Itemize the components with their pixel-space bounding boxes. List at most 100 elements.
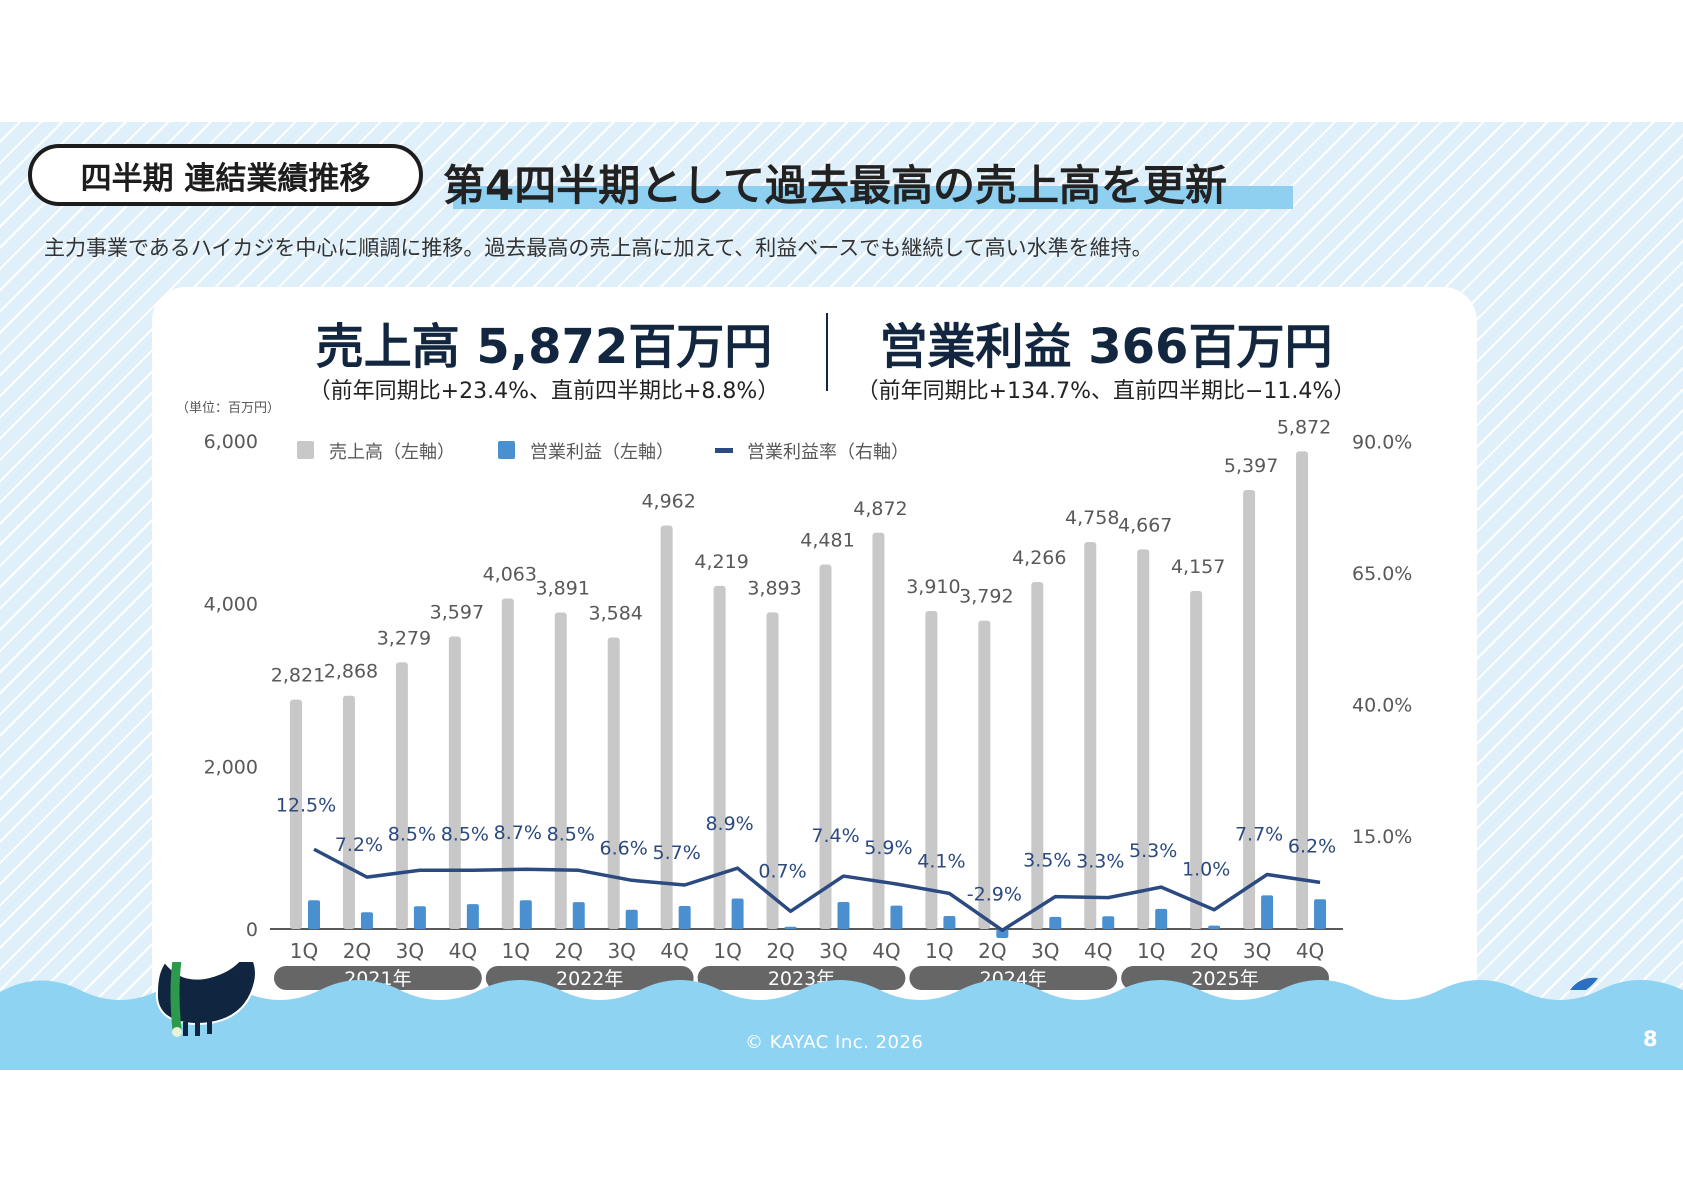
y2-axis-tick: 40.0% <box>1352 695 1412 717</box>
y-axis-tick: 4,000 <box>204 594 258 616</box>
headline-highlight <box>453 186 1293 209</box>
op-profit-bar <box>360 912 373 929</box>
op-margin-label: 8.7% <box>494 822 542 844</box>
sales-bar <box>925 610 938 929</box>
legend-label: 売上高（左軸） <box>329 442 455 463</box>
year-label: 2025年 <box>1191 968 1258 990</box>
op-profit-bar <box>572 902 585 929</box>
sales-bar <box>713 585 726 929</box>
op-margin-label: 7.7% <box>1235 823 1283 845</box>
quarter-label: 1Q <box>1137 939 1165 963</box>
y-axis-tick: 0 <box>246 919 258 941</box>
legend-swatch <box>715 448 733 453</box>
wave-shape <box>0 980 1683 1070</box>
chart-legend: 売上高（左軸） 営業利益（左軸） 営業利益率（右軸） <box>297 441 909 463</box>
quarter-label: 3Q <box>1031 939 1059 963</box>
sales-bar <box>1084 542 1097 929</box>
sales-bar <box>1031 582 1044 929</box>
op-profit-bar <box>890 905 903 929</box>
sales-value-label: 2,868 <box>324 661 378 683</box>
quarter-label: 4Q <box>1084 939 1112 963</box>
sales-bar <box>819 564 832 929</box>
op-margin-label: 5.3% <box>1129 840 1177 862</box>
quarter-label: 3Q <box>607 939 635 963</box>
op-margin-line <box>313 847 1321 933</box>
op-profit-bar <box>1049 916 1062 929</box>
op-profit-bar <box>731 898 744 929</box>
op-profit-bar <box>784 926 797 929</box>
op-profit-bar <box>1208 925 1221 929</box>
legend-swatch <box>498 441 515 459</box>
sales-value-label: 4,962 <box>641 490 695 512</box>
quarter-label: 2Q <box>343 939 371 963</box>
quarter-label: 2Q <box>766 939 794 963</box>
y2-axis-tick: 15.0% <box>1352 826 1412 848</box>
sales-value-label: 4,266 <box>1012 547 1066 569</box>
op-margin-label: 3.5% <box>1023 850 1071 872</box>
sales-value-label: 3,891 <box>536 578 590 600</box>
footer-waves <box>0 962 1683 1070</box>
section-label-pill: 四半期 連結業績推移 <box>28 144 423 206</box>
sales-value-label: 4,758 <box>1065 507 1119 529</box>
legend-label: 営業利益率（右軸） <box>747 442 909 463</box>
sales-value-label: 3,597 <box>430 601 484 623</box>
sales-bar <box>1296 451 1309 929</box>
mascot-icon <box>155 962 257 1037</box>
op-profit-bar <box>943 915 956 929</box>
op-profit-bar <box>1314 899 1327 929</box>
kpi-operating-profit: 営業利益 366百万円 （前年同期比+134.7%、直前四半期比−11.4%） <box>836 307 1376 405</box>
slide: 四半期 連結業績推移 第4四半期として過去最高の売上高を更新 主力事業であるハイ… <box>0 122 1683 1070</box>
year-pill <box>909 966 1118 990</box>
kpi-op-value: 営業利益 366百万円 <box>879 319 1333 375</box>
op-margin-label: 5.7% <box>653 842 701 864</box>
chart-axes: 6,000 4,000 2,000 0 90.0% 65.0% 40.0% 15.0% <box>204 431 1413 941</box>
sales-value-label: 3,893 <box>747 577 801 599</box>
quarter-label: 4Q <box>449 939 477 963</box>
sales-value-label: 3,279 <box>377 627 431 649</box>
headline: 第4四半期として過去最高の売上高を更新 <box>443 161 1227 210</box>
sales-bar <box>554 612 567 929</box>
quarter-label: 2Q <box>555 939 583 963</box>
op-margin-label: 8.9% <box>705 813 753 835</box>
op-margin-label: 12.5% <box>276 794 336 816</box>
chart-bars <box>290 451 1327 938</box>
op-margin-label: 3.3% <box>1076 851 1124 873</box>
op-profit-bar <box>625 909 638 929</box>
sales-bar <box>395 662 408 929</box>
sales-bar <box>501 598 514 929</box>
op-profit-bar <box>837 901 850 929</box>
quarter-label: 4Q <box>660 939 688 963</box>
quarter-label: 4Q <box>1296 939 1324 963</box>
op-margin-label: 8.5% <box>441 823 489 845</box>
op-margin-label: 1.0% <box>1182 859 1230 881</box>
sales-value-label: 4,667 <box>1118 514 1172 536</box>
op-margin-label: 0.7% <box>758 860 806 882</box>
op-margin-label: 5.9% <box>864 837 912 859</box>
quarter-label: 1Q <box>713 939 741 963</box>
fish-icon <box>1570 977 1598 990</box>
op-profit-bar <box>308 900 320 929</box>
quarter-label: 2Q <box>1190 939 1218 963</box>
op-margin-label: -2.9% <box>967 883 1022 905</box>
legend-label: 営業利益（左軸） <box>530 442 674 463</box>
quarter-label: 1Q <box>290 939 318 963</box>
op-margin-label: 6.2% <box>1288 835 1336 857</box>
sales-value-label: 5,397 <box>1224 455 1278 477</box>
legend-swatch <box>297 441 314 459</box>
op-profit-bar <box>678 905 691 929</box>
sales-bar <box>660 525 673 929</box>
sales-value-label: 4,481 <box>800 530 854 552</box>
sales-bar <box>290 699 302 929</box>
kpi-divider <box>826 313 828 391</box>
quarter-label: 1Q <box>925 939 953 963</box>
sales-bar <box>448 636 461 929</box>
sales-bar <box>1137 549 1150 929</box>
copyright: © KAYAC Inc. 2026 <box>745 1032 924 1053</box>
op-profit-bar <box>413 906 426 929</box>
kpi-sales: 売上高 5,872百万円 （前年同期比+23.4%、直前四半期比+8.8%） <box>284 307 804 405</box>
sales-value-label: 2,821 <box>271 665 325 687</box>
op-profit-bar <box>1155 908 1168 929</box>
op-profit-bar <box>1102 916 1115 929</box>
quarter-label: 2Q <box>978 939 1006 963</box>
year-label: 2022年 <box>556 968 623 990</box>
